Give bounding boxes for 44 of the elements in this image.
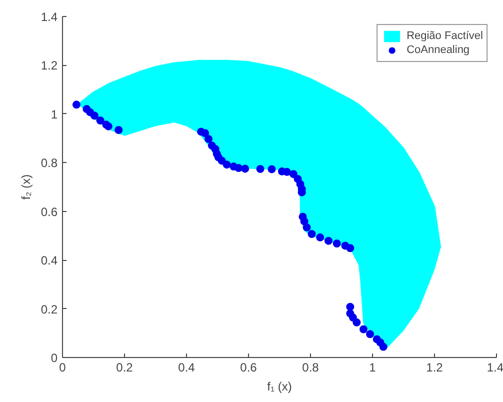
point <box>300 217 308 226</box>
point <box>346 302 354 311</box>
y-tick-label: 0.2 <box>40 302 58 316</box>
y-tick-label: 0.4 <box>40 254 58 268</box>
point <box>72 100 80 109</box>
y-tick-label: 1 <box>50 107 58 122</box>
legend-label: CoAnnealing <box>406 43 470 57</box>
x-axis-title: f₁ (x) <box>267 380 292 394</box>
point <box>302 223 311 232</box>
point <box>346 244 354 252</box>
y-tick-label: 1.2 <box>40 58 58 73</box>
x-tick-label: 0.4 <box>178 360 196 374</box>
x-tick-label: 1.4 <box>486 360 503 374</box>
y-tick-label: 0.6 <box>40 204 58 219</box>
point <box>204 135 213 144</box>
point <box>201 129 210 138</box>
point <box>114 126 123 134</box>
point <box>90 112 98 120</box>
x-tick-label: 0 <box>59 360 66 374</box>
y-tick-label: 0 <box>50 351 58 365</box>
point <box>96 116 104 124</box>
x-tick-label: 1 <box>369 360 376 374</box>
legend-label: Região Factível <box>406 29 483 43</box>
point <box>379 342 388 351</box>
point <box>241 164 250 173</box>
point <box>256 164 264 173</box>
point <box>366 330 374 338</box>
point <box>360 325 368 334</box>
point <box>316 233 324 242</box>
x-tick-label: 0.2 <box>116 360 134 374</box>
point <box>268 165 276 174</box>
point <box>308 230 316 238</box>
point <box>332 240 341 248</box>
x-tick-label: 1.2 <box>426 360 444 374</box>
point <box>289 170 298 178</box>
point <box>352 318 361 326</box>
x-tick-label: 0.6 <box>240 360 258 374</box>
point <box>222 160 231 169</box>
y-tick-label: 1.4 <box>40 10 58 24</box>
y-axis-title: f₂ (x) <box>18 174 33 200</box>
point <box>324 236 332 245</box>
x-tick-label: 0.8 <box>302 360 320 374</box>
y-tick-label: 0.8 <box>40 156 58 170</box>
point <box>234 164 243 172</box>
